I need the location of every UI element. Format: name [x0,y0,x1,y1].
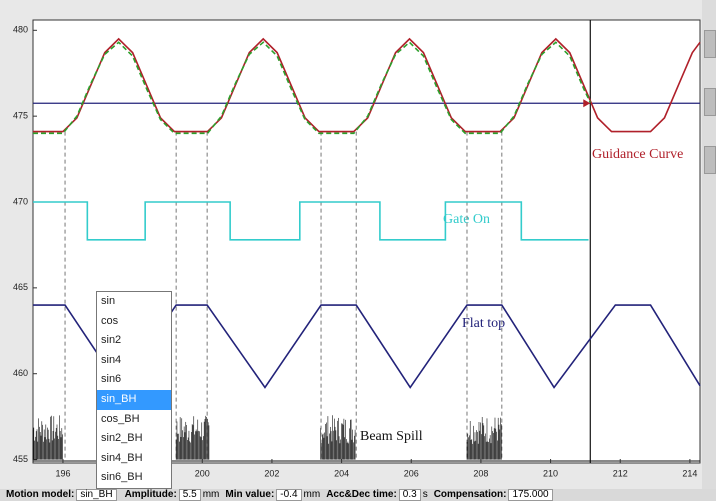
annotation: Gate On [443,212,490,227]
dropdown-item[interactable]: sin [101,295,116,307]
y-tick-label: 460 [13,368,28,378]
control-value[interactable]: sin_BH [76,489,117,501]
x-tick-label: 196 [55,468,70,478]
dropdown-item[interactable]: sin4_BH [101,451,143,464]
y-tick-label: 455 [13,454,28,464]
beam-spill [175,415,210,460]
control-value[interactable]: -0.4 [276,489,302,501]
x-tick-label: 202 [264,468,279,478]
x-tick-label: 208 [473,468,488,478]
control-bar: Motion model: sin_BH Amplitude: 5.5 mm Min va… [0,489,716,501]
control-label: Compensation: [433,489,507,500]
y-tick-label: 470 [13,196,28,206]
annotation: Flat top [462,316,505,331]
control-unit: s [422,489,428,500]
x-tick-label: 206 [404,468,419,478]
control-label: Amplitude: [124,489,177,500]
dropdown-item[interactable]: sin2_BH [101,432,143,445]
dropdown-item[interactable]: sin2 [101,334,122,347]
annotation: Guidance Curve [592,147,683,162]
x-tick-label: 214 [682,468,697,478]
dropdown-item[interactable]: sin_BH [97,389,171,410]
series-line [33,201,589,241]
side-button[interactable] [704,146,716,174]
control-value[interactable]: 175.000 [508,489,553,501]
x-tick-label: 210 [543,468,558,478]
series-line [33,41,592,135]
dropdown-item[interactable]: cos [101,314,119,327]
control-label: Motion model: [6,489,75,500]
control-label: Acc&Dec time: [326,489,397,500]
y-tick-label: 475 [13,111,28,121]
control-unit: mm [202,489,220,500]
arrow-head [583,99,591,108]
x-tick-label: 212 [613,468,628,478]
y-tick-label: 465 [13,282,28,292]
dropdown-item[interactable]: sin6_BH [101,471,143,484]
x-tick-label: 200 [195,468,210,478]
control-value[interactable]: 5.5 [178,489,201,501]
y-tick-label: 480 [13,25,28,35]
control-label: Min value: [225,489,275,500]
beam-spill [32,415,63,460]
dropdown-item[interactable]: cos_BH [101,412,140,425]
side-button[interactable] [704,30,716,58]
beam-spill [466,416,502,460]
control-unit: mm [303,489,321,500]
control-value[interactable]: 0.3 [398,489,421,501]
x-tick-label: 204 [334,468,349,478]
side-button[interactable] [704,88,716,116]
dropdown-item[interactable]: sin6 [101,373,122,386]
beam-spill [320,415,356,460]
side-panel [702,0,716,489]
annotation: Beam Spill [360,429,423,444]
dropdown-item[interactable]: sin4 [101,353,122,366]
